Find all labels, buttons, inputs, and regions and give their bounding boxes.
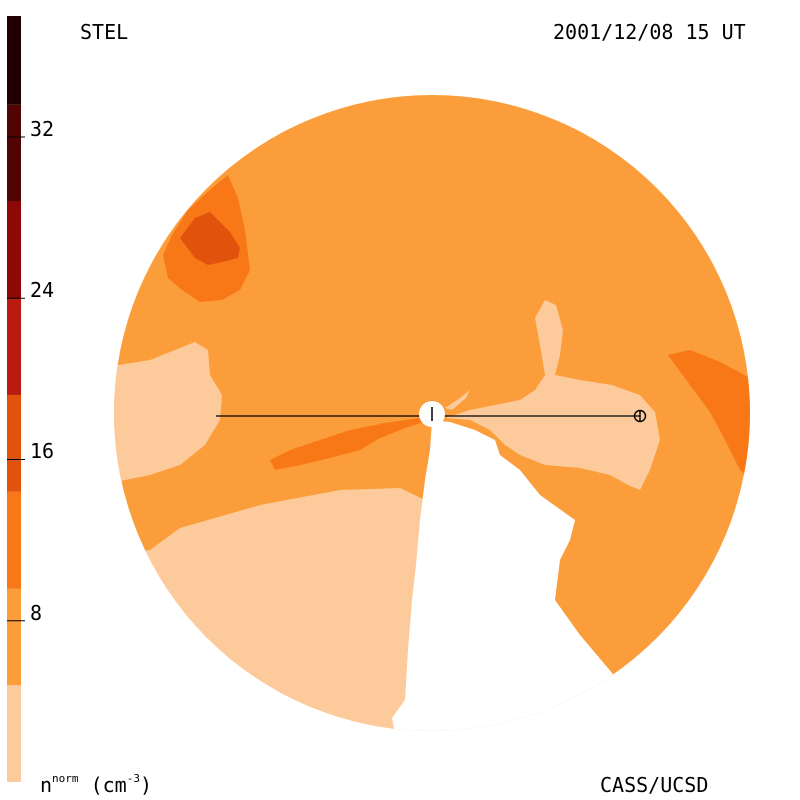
timestamp: 2001/12/08 15 UT	[553, 20, 746, 44]
colorbar-level-1	[7, 685, 21, 782]
no-data-region	[392, 420, 618, 731]
site-label: STEL	[80, 20, 129, 44]
units-rest: (cm	[78, 773, 127, 797]
colorbar-level-7	[7, 104, 21, 202]
colorbar-level-4	[7, 394, 21, 492]
colorbar-tick-label-8: 8	[30, 600, 43, 625]
colorbar-tick-label-16: 16	[30, 439, 55, 464]
colorbar-ticks	[7, 136, 25, 622]
units-exponent: -3	[126, 772, 140, 786]
earth-symbol	[633, 409, 647, 423]
colorbar-tick-label-24: 24	[30, 278, 55, 303]
units-base: n	[40, 773, 53, 797]
units-label: nnorm (cm-3)	[40, 772, 153, 797]
density-region-wisp	[445, 390, 470, 410]
density-region-low-east	[445, 300, 660, 490]
colorbar-level-8	[7, 16, 21, 105]
colorbar-level-2	[7, 588, 21, 686]
sun-symbol	[419, 401, 445, 427]
units-super: norm	[52, 772, 79, 786]
density-region-mid-east	[668, 350, 750, 480]
colorbar-level-5	[7, 298, 21, 395]
colorbar-tick-label-32: 32	[30, 116, 55, 141]
colorbar-level-6	[7, 201, 21, 299]
density-region-mid-streak	[270, 418, 430, 470]
density-region-low-west	[114, 342, 222, 485]
density-region-high-northwest	[180, 212, 240, 265]
colorbar-level-3	[7, 491, 21, 589]
credit-label: CASS/UCSD	[600, 773, 709, 797]
units-close: )	[139, 773, 153, 797]
colorbar	[7, 16, 21, 782]
